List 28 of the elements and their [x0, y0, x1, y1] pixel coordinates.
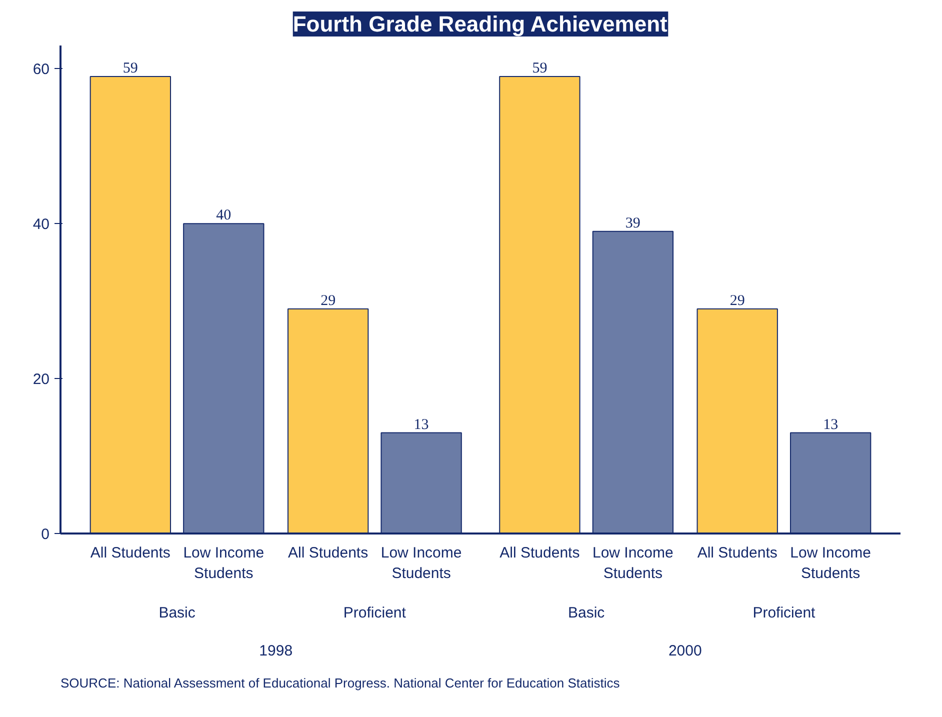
x-tick-label: All Students: [288, 544, 368, 562]
data-label: 40: [216, 208, 232, 224]
x-tick-label: Low Income Students: [790, 544, 872, 582]
text: Basic: [158, 604, 196, 622]
text: 2000: [668, 642, 702, 660]
text: 1998: [259, 642, 293, 660]
x-tick-label: Low Income Students: [380, 544, 462, 582]
y-tick-label: 0: [41, 526, 50, 543]
data-label: 59: [122, 60, 138, 76]
x-tick-label: All Students: [500, 544, 580, 562]
text: Proficient: [343, 604, 407, 622]
chart-title: Fourth Grade Reading Achievement: [292, 12, 668, 36]
x-tick-label: Low Income Students: [183, 544, 264, 582]
x-tick-label: Low Income Students: [592, 544, 674, 582]
x-tick-label: All Students: [697, 544, 778, 562]
source-note: SOURCE: National Assessment of Educational Progress. National Center for Education Statistics: [60, 676, 620, 690]
y-tick-label: 20: [32, 371, 50, 388]
y-tick-label: 40: [32, 216, 50, 234]
data-label: 29: [730, 292, 745, 309]
text: Basic: [568, 604, 606, 622]
data-label: 59: [532, 60, 548, 76]
data-label: 29: [320, 292, 336, 309]
data-label: 13: [414, 416, 429, 433]
text: Proficient: [752, 604, 816, 622]
y-tick-label: 60: [32, 61, 50, 78]
data-label: 13: [823, 416, 838, 433]
data-label: 39: [625, 215, 640, 232]
x-tick-label: All Students: [90, 544, 170, 562]
